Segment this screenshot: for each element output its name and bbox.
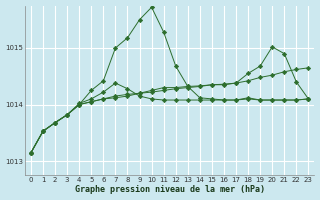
X-axis label: Graphe pression niveau de la mer (hPa): Graphe pression niveau de la mer (hPa) [75, 185, 265, 194]
